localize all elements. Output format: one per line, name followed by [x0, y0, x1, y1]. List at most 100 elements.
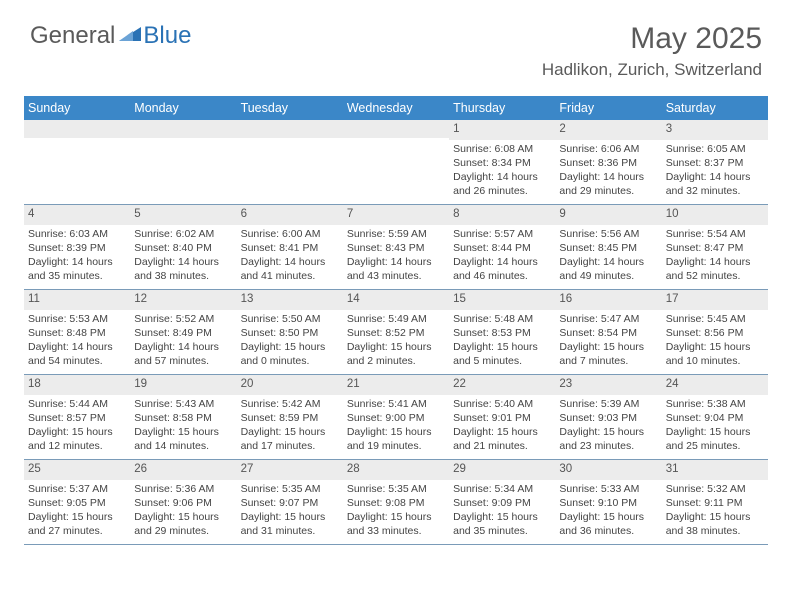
sunset-text: Sunset: 8:36 PM	[559, 156, 657, 170]
daylight-text: Daylight: 15 hours and 29 minutes.	[134, 510, 232, 538]
day-number: 22	[449, 375, 555, 395]
sunrise-text: Sunrise: 5:57 AM	[453, 227, 551, 241]
sunset-text: Sunset: 8:56 PM	[666, 326, 764, 340]
daylight-text: Daylight: 15 hours and 12 minutes.	[28, 425, 126, 453]
empty-day	[237, 120, 343, 138]
day-header-row: SundayMondayTuesdayWednesdayThursdayFrid…	[24, 96, 768, 120]
sunset-text: Sunset: 8:37 PM	[666, 156, 764, 170]
day-cell: 9Sunrise: 5:56 AMSunset: 8:45 PMDaylight…	[555, 205, 661, 289]
day-cell	[130, 120, 236, 204]
sunrise-text: Sunrise: 5:56 AM	[559, 227, 657, 241]
day-number: 13	[237, 290, 343, 310]
sunset-text: Sunset: 9:10 PM	[559, 496, 657, 510]
calendar: SundayMondayTuesdayWednesdayThursdayFrid…	[24, 96, 768, 545]
sunrise-text: Sunrise: 5:39 AM	[559, 397, 657, 411]
sunrise-text: Sunrise: 5:43 AM	[134, 397, 232, 411]
sunrise-text: Sunrise: 5:50 AM	[241, 312, 339, 326]
sunrise-text: Sunrise: 5:40 AM	[453, 397, 551, 411]
sunset-text: Sunset: 8:45 PM	[559, 241, 657, 255]
day-number: 3	[662, 120, 768, 140]
sunset-text: Sunset: 8:39 PM	[28, 241, 126, 255]
day-cell: 14Sunrise: 5:49 AMSunset: 8:52 PMDayligh…	[343, 290, 449, 374]
day-cell: 10Sunrise: 5:54 AMSunset: 8:47 PMDayligh…	[662, 205, 768, 289]
day-number: 23	[555, 375, 661, 395]
day-number: 11	[24, 290, 130, 310]
day-cell: 17Sunrise: 5:45 AMSunset: 8:56 PMDayligh…	[662, 290, 768, 374]
daylight-text: Daylight: 15 hours and 17 minutes.	[241, 425, 339, 453]
day-detail: Sunrise: 5:40 AMSunset: 9:01 PMDaylight:…	[449, 395, 555, 458]
day-number: 14	[343, 290, 449, 310]
day-header-cell: Thursday	[449, 96, 555, 120]
day-detail: Sunrise: 5:33 AMSunset: 9:10 PMDaylight:…	[555, 480, 661, 543]
day-number: 26	[130, 460, 236, 480]
sunset-text: Sunset: 8:58 PM	[134, 411, 232, 425]
day-cell: 16Sunrise: 5:47 AMSunset: 8:54 PMDayligh…	[555, 290, 661, 374]
sunset-text: Sunset: 8:49 PM	[134, 326, 232, 340]
sunrise-text: Sunrise: 5:52 AM	[134, 312, 232, 326]
day-cell: 4Sunrise: 6:03 AMSunset: 8:39 PMDaylight…	[24, 205, 130, 289]
daylight-text: Daylight: 15 hours and 0 minutes.	[241, 340, 339, 368]
day-number: 31	[662, 460, 768, 480]
day-header-cell: Tuesday	[237, 96, 343, 120]
daylight-text: Daylight: 14 hours and 49 minutes.	[559, 255, 657, 283]
location-text: Hadlikon, Zurich, Switzerland	[542, 60, 762, 80]
day-cell: 23Sunrise: 5:39 AMSunset: 9:03 PMDayligh…	[555, 375, 661, 459]
day-cell: 28Sunrise: 5:35 AMSunset: 9:08 PMDayligh…	[343, 460, 449, 544]
day-number: 29	[449, 460, 555, 480]
day-number: 12	[130, 290, 236, 310]
week-row: 11Sunrise: 5:53 AMSunset: 8:48 PMDayligh…	[24, 290, 768, 375]
daylight-text: Daylight: 15 hours and 35 minutes.	[453, 510, 551, 538]
day-number: 16	[555, 290, 661, 310]
day-cell: 26Sunrise: 5:36 AMSunset: 9:06 PMDayligh…	[130, 460, 236, 544]
day-cell: 5Sunrise: 6:02 AMSunset: 8:40 PMDaylight…	[130, 205, 236, 289]
sunrise-text: Sunrise: 5:33 AM	[559, 482, 657, 496]
daylight-text: Daylight: 14 hours and 32 minutes.	[666, 170, 764, 198]
day-number: 28	[343, 460, 449, 480]
daylight-text: Daylight: 14 hours and 38 minutes.	[134, 255, 232, 283]
sunset-text: Sunset: 9:11 PM	[666, 496, 764, 510]
sunset-text: Sunset: 8:43 PM	[347, 241, 445, 255]
day-detail: Sunrise: 5:32 AMSunset: 9:11 PMDaylight:…	[662, 480, 768, 543]
day-cell: 25Sunrise: 5:37 AMSunset: 9:05 PMDayligh…	[24, 460, 130, 544]
empty-day	[24, 120, 130, 138]
daylight-text: Daylight: 15 hours and 33 minutes.	[347, 510, 445, 538]
day-number: 7	[343, 205, 449, 225]
day-detail: Sunrise: 5:42 AMSunset: 8:59 PMDaylight:…	[237, 395, 343, 458]
sunset-text: Sunset: 9:04 PM	[666, 411, 764, 425]
day-number: 20	[237, 375, 343, 395]
day-cell: 7Sunrise: 5:59 AMSunset: 8:43 PMDaylight…	[343, 205, 449, 289]
day-detail: Sunrise: 5:47 AMSunset: 8:54 PMDaylight:…	[555, 310, 661, 373]
day-cell: 1Sunrise: 6:08 AMSunset: 8:34 PMDaylight…	[449, 120, 555, 204]
sunrise-text: Sunrise: 5:35 AM	[241, 482, 339, 496]
sunrise-text: Sunrise: 5:47 AM	[559, 312, 657, 326]
day-number: 15	[449, 290, 555, 310]
day-cell: 31Sunrise: 5:32 AMSunset: 9:11 PMDayligh…	[662, 460, 768, 544]
day-cell: 3Sunrise: 6:05 AMSunset: 8:37 PMDaylight…	[662, 120, 768, 204]
day-number: 19	[130, 375, 236, 395]
daylight-text: Daylight: 15 hours and 21 minutes.	[453, 425, 551, 453]
empty-day	[343, 120, 449, 138]
day-detail: Sunrise: 6:03 AMSunset: 8:39 PMDaylight:…	[24, 225, 130, 288]
daylight-text: Daylight: 14 hours and 43 minutes.	[347, 255, 445, 283]
day-cell: 6Sunrise: 6:00 AMSunset: 8:41 PMDaylight…	[237, 205, 343, 289]
week-row: 18Sunrise: 5:44 AMSunset: 8:57 PMDayligh…	[24, 375, 768, 460]
daylight-text: Daylight: 15 hours and 10 minutes.	[666, 340, 764, 368]
day-detail: Sunrise: 5:43 AMSunset: 8:58 PMDaylight:…	[130, 395, 236, 458]
daylight-text: Daylight: 15 hours and 5 minutes.	[453, 340, 551, 368]
daylight-text: Daylight: 15 hours and 23 minutes.	[559, 425, 657, 453]
daylight-text: Daylight: 14 hours and 57 minutes.	[134, 340, 232, 368]
day-number: 4	[24, 205, 130, 225]
sunset-text: Sunset: 9:07 PM	[241, 496, 339, 510]
sunrise-text: Sunrise: 5:35 AM	[347, 482, 445, 496]
sunset-text: Sunset: 8:48 PM	[28, 326, 126, 340]
day-header-cell: Sunday	[24, 96, 130, 120]
daylight-text: Daylight: 15 hours and 14 minutes.	[134, 425, 232, 453]
sunset-text: Sunset: 8:41 PM	[241, 241, 339, 255]
sunset-text: Sunset: 8:34 PM	[453, 156, 551, 170]
day-header-cell: Monday	[130, 96, 236, 120]
day-detail: Sunrise: 5:34 AMSunset: 9:09 PMDaylight:…	[449, 480, 555, 543]
weeks-container: 1Sunrise: 6:08 AMSunset: 8:34 PMDaylight…	[24, 120, 768, 545]
sunrise-text: Sunrise: 5:54 AM	[666, 227, 764, 241]
day-cell: 18Sunrise: 5:44 AMSunset: 8:57 PMDayligh…	[24, 375, 130, 459]
day-detail: Sunrise: 5:35 AMSunset: 9:07 PMDaylight:…	[237, 480, 343, 543]
